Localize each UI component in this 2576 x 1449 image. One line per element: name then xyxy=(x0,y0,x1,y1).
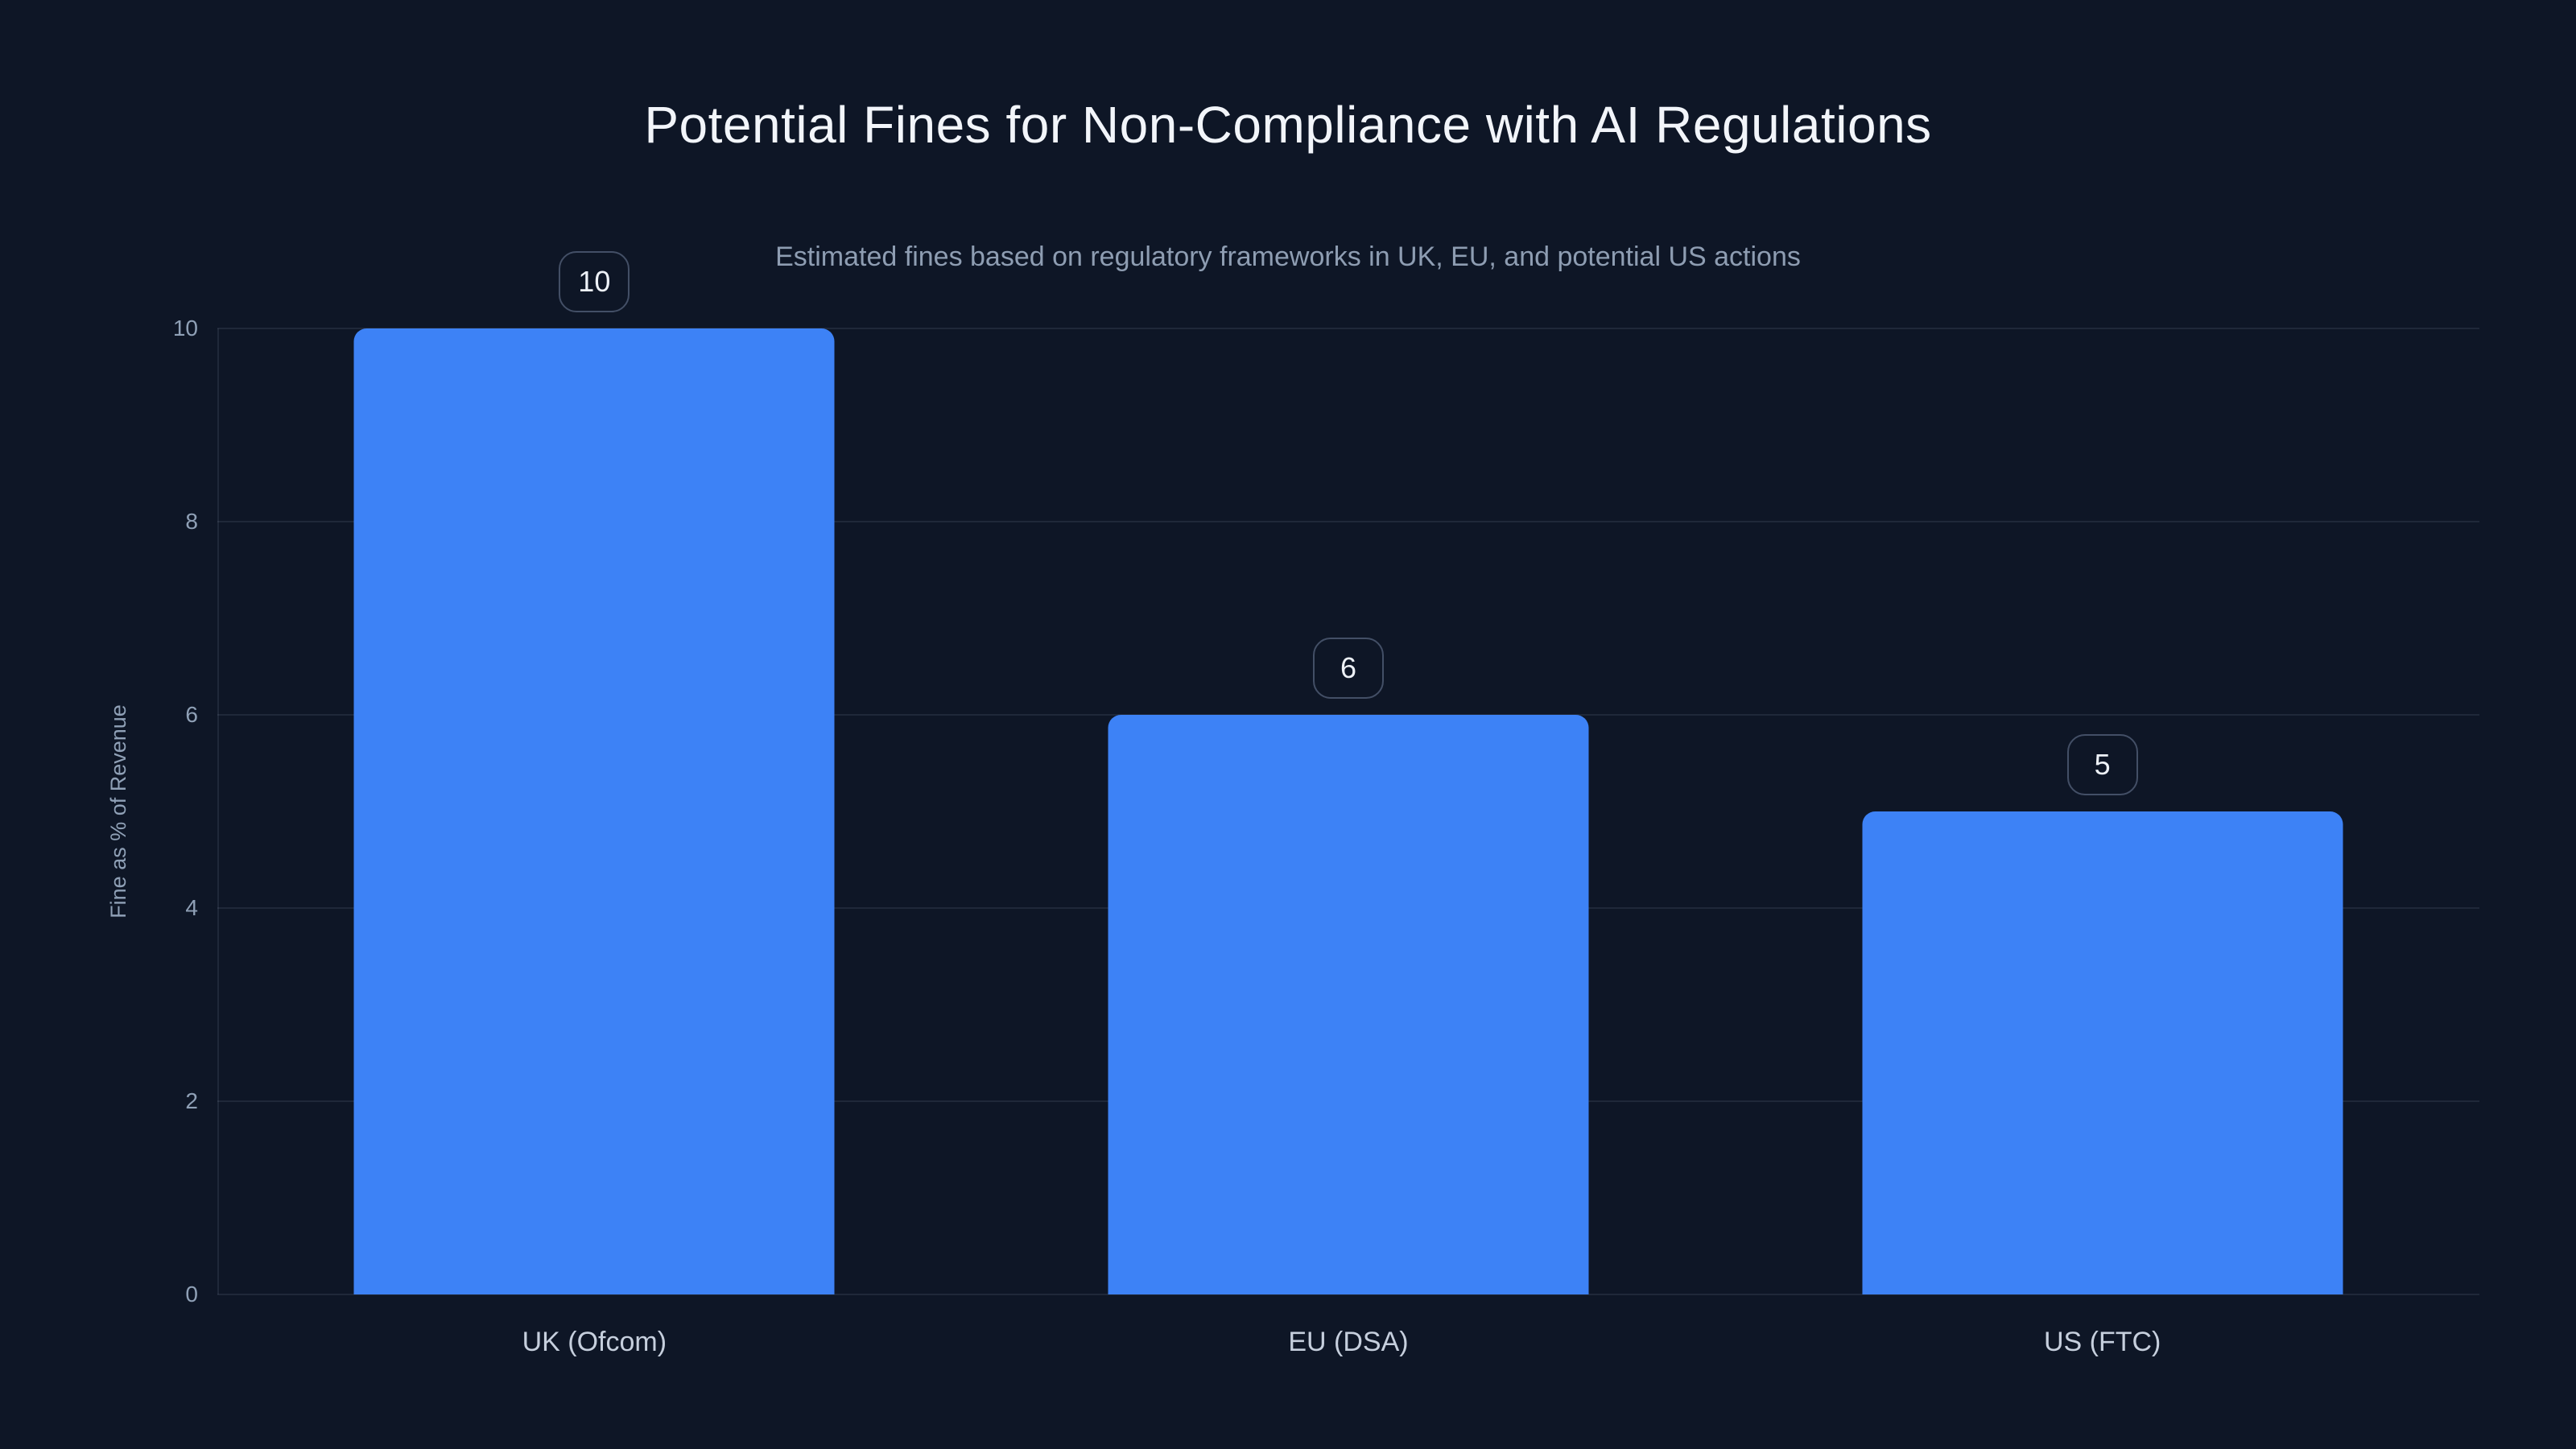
y-axis-tick-label: 8 xyxy=(185,509,198,534)
bar-slot: 5 US (FTC) xyxy=(1725,328,2479,1357)
bar xyxy=(1862,811,2343,1294)
bar-slot: 10 UK (Ofcom) xyxy=(217,251,972,1357)
x-axis-category-label: UK (Ofcom) xyxy=(522,1327,667,1357)
bar-value-badge: 6 xyxy=(1312,638,1384,699)
y-axis-title: Fine as % of Revenue xyxy=(106,704,131,919)
bar-value-badge: 5 xyxy=(2066,734,2138,795)
gridline-0 xyxy=(217,1294,2479,1295)
x-axis-category-label: US (FTC) xyxy=(2043,1327,2161,1357)
bar xyxy=(1108,715,1589,1294)
chart-title: Potential Fines for Non-Compliance with … xyxy=(644,96,1932,154)
bar-slot: 6 EU (DSA) xyxy=(972,328,1726,1357)
bar xyxy=(353,328,835,1294)
y-axis-line xyxy=(217,328,219,1294)
y-axis-tick-label: 2 xyxy=(185,1088,198,1113)
plot-area: Fine as % of Revenue 0 2 4 6 8 10 10 UK (Ofcom)… xyxy=(107,251,2479,1357)
bar-value-badge: 10 xyxy=(559,251,630,312)
y-axis-tick-label: 10 xyxy=(172,316,198,341)
y-axis-tick-label: 0 xyxy=(185,1282,198,1307)
gridline-10 xyxy=(217,328,2479,329)
y-axis-tick-label: 6 xyxy=(185,702,198,727)
y-axis-tick-label: 4 xyxy=(185,895,198,920)
x-axis-category-label: EU (DSA) xyxy=(1288,1327,1409,1357)
gridline-8 xyxy=(217,521,2479,522)
chart-subtitle: Estimated fines based on regulatory fram… xyxy=(775,242,1801,272)
